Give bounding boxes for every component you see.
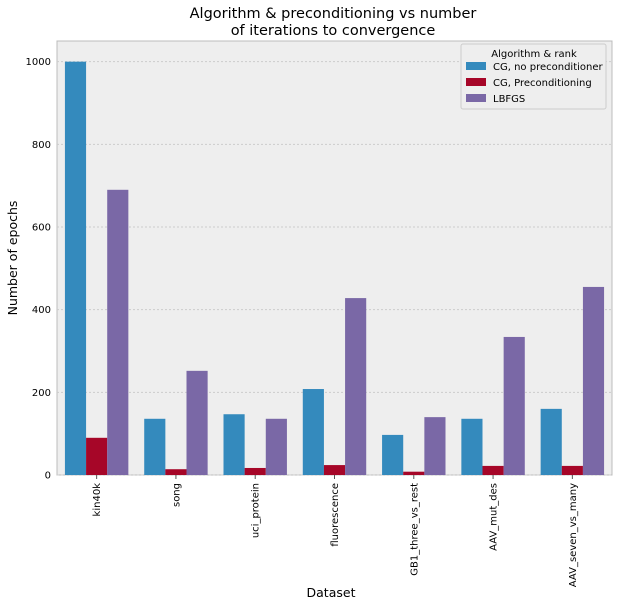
x-tick-label: uci_protein	[251, 483, 262, 538]
y-tick-label: 0	[45, 471, 51, 482]
bar	[503, 336, 525, 475]
y-tick-label: 1000	[26, 57, 51, 68]
bar	[165, 469, 187, 475]
legend-label: CG, no preconditioner	[493, 62, 604, 73]
legend: Algorithm & rank CG, no preconditionerCG…	[460, 43, 607, 110]
bar	[64, 61, 87, 476]
bar	[582, 286, 605, 475]
bar	[107, 189, 129, 476]
legend-label: CG, Preconditioning	[493, 78, 592, 89]
x-tick-label: AAV_seven_vs_many	[568, 483, 579, 587]
y-axis-label: Number of epochs	[5, 201, 20, 316]
x-tick-label: song	[171, 483, 182, 507]
y-tick-label: 200	[32, 388, 51, 399]
legend-title: Algorithm & rank	[491, 49, 577, 60]
bar	[323, 465, 346, 475]
y-tick-label: 400	[32, 305, 51, 316]
legend-box	[460, 43, 607, 110]
x-tick-labels: kin40k song uci_protein fluorescence GB1_thr…	[92, 475, 579, 587]
bar	[86, 437, 108, 475]
bar	[265, 418, 287, 475]
y-tick-labels: 0 200 400 600 800 1000	[26, 57, 51, 481]
bar	[144, 418, 166, 475]
chart-title-line1: Algorithm & preconditioning vs number	[190, 6, 477, 22]
x-tick-label: fluorescence	[330, 483, 341, 547]
bar	[244, 467, 266, 475]
x-tick-label: GB1_three_vs_rest	[409, 483, 420, 576]
bar	[540, 408, 562, 475]
bars	[64, 61, 605, 476]
y-tick-label: 800	[32, 140, 51, 151]
legend-swatch	[466, 78, 486, 86]
bar	[403, 471, 425, 475]
bar	[424, 417, 446, 475]
bar	[461, 418, 483, 475]
bar	[482, 465, 504, 475]
bar	[561, 465, 583, 475]
legend-swatch	[466, 62, 486, 70]
legend-label: LBFGS	[493, 94, 525, 105]
x-tick-label: kin40k	[92, 483, 103, 517]
bar	[382, 434, 404, 475]
y-tick-label: 600	[32, 223, 51, 234]
legend-items: CG, no preconditioner CG, Preconditioning…	[466, 62, 604, 105]
chart-title-line2: of iterations to convergence	[231, 23, 436, 39]
bar	[302, 389, 324, 475]
bar	[186, 370, 208, 475]
legend-swatch	[466, 94, 486, 102]
x-tick-label: AAV_mut_des	[489, 483, 500, 551]
x-axis-label: Dataset	[307, 585, 356, 600]
bar	[223, 414, 245, 475]
bar	[345, 298, 367, 475]
